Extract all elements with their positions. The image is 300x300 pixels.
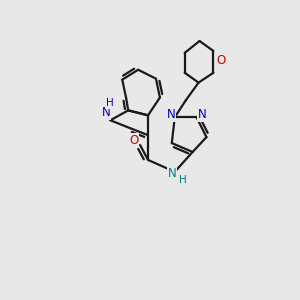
Text: O: O: [130, 134, 139, 147]
Text: N: N: [102, 106, 111, 119]
Text: H: H: [179, 175, 187, 185]
Text: N: N: [167, 108, 175, 121]
Text: O: O: [217, 54, 226, 67]
Text: N: N: [167, 167, 176, 180]
Text: N: N: [198, 108, 207, 121]
Text: H: H: [106, 98, 113, 108]
